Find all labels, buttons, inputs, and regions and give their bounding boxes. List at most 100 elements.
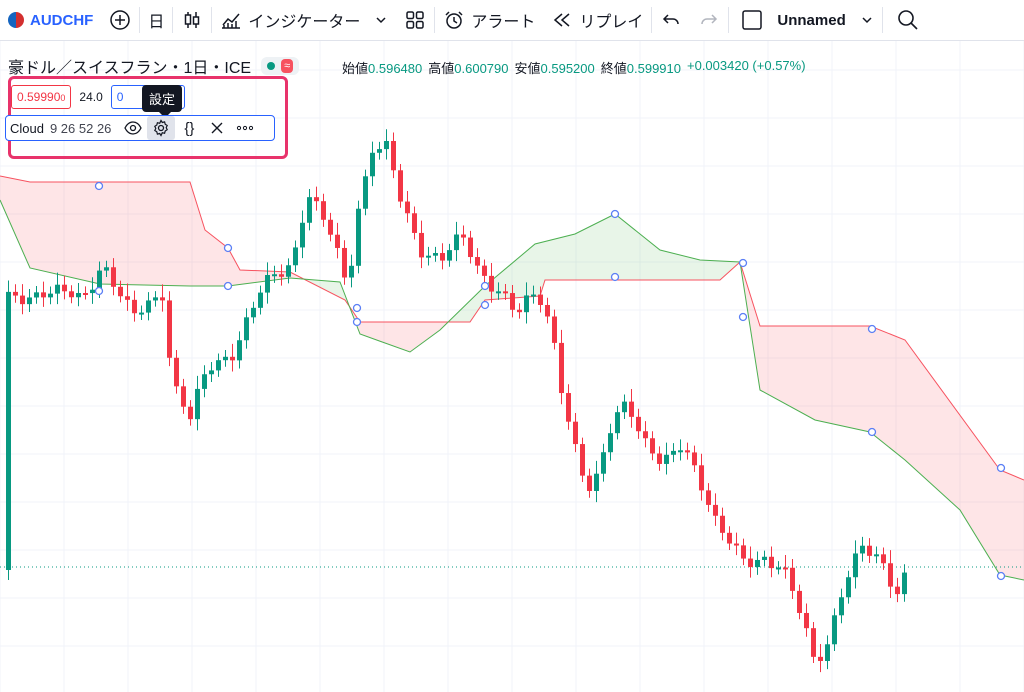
indicators-label: インジケーター <box>248 14 361 31</box>
candle-body <box>615 412 620 434</box>
legend-title[interactable]: 豪ドル／スイスフラン・1日・ICE <box>8 60 252 77</box>
flag-icon <box>8 12 24 28</box>
compare-add-button[interactable] <box>101 0 139 40</box>
candle-body <box>699 465 704 491</box>
cloud-marker <box>996 571 1006 581</box>
candle-body <box>97 270 102 290</box>
candle-body <box>223 356 228 361</box>
candle-body <box>643 431 648 439</box>
source-code-button[interactable]: {} <box>184 119 195 137</box>
candle-body <box>755 559 760 568</box>
sell-price: 0.59990 <box>17 90 61 104</box>
indicators-button[interactable]: インジケーター <box>212 0 396 40</box>
candle-body <box>475 257 480 266</box>
candle-body <box>139 312 144 315</box>
market-open-dot-icon <box>267 62 276 70</box>
candle-body <box>545 304 550 317</box>
candle-body <box>363 176 368 209</box>
candle-body <box>384 140 389 150</box>
search-button[interactable] <box>883 0 927 40</box>
candle-body <box>657 453 662 464</box>
candle-body <box>377 149 382 153</box>
candle-body <box>790 567 795 591</box>
candle-body <box>608 433 613 453</box>
candle-body <box>209 370 214 375</box>
candle-body <box>342 247 347 278</box>
candle-body <box>104 267 109 271</box>
templates-button[interactable] <box>396 0 434 40</box>
ohlc-values: 始値0.596480 高値0.600790 安値0.595200 終値0.599… <box>342 58 806 77</box>
candle-body <box>391 140 396 171</box>
divider <box>211 7 213 33</box>
candle-body <box>405 201 410 214</box>
interval-button[interactable]: 日 <box>148 14 165 31</box>
cloud-marker <box>223 281 233 291</box>
data-delay-badge: ≈ <box>281 59 294 73</box>
candle-body <box>83 292 88 295</box>
chevron-down-icon <box>862 17 872 24</box>
gear-icon <box>154 119 169 137</box>
candle-body <box>237 340 242 361</box>
cloud-marker <box>223 243 233 253</box>
candles <box>6 129 907 673</box>
candle-body <box>293 247 298 266</box>
change-value: +0.003420 (+0.57%) <box>687 58 806 73</box>
candle-body <box>482 265 487 276</box>
eye-icon <box>124 121 143 135</box>
replay-button[interactable]: リプレイ <box>543 0 651 40</box>
rewind-icon <box>554 13 570 27</box>
candle-body <box>265 274 270 293</box>
replay-label: リプレイ <box>579 14 644 31</box>
remove-button[interactable] <box>203 116 231 140</box>
candle-body <box>853 553 858 578</box>
candle-body <box>902 572 907 595</box>
visibility-toggle-button[interactable] <box>119 116 147 140</box>
indicator-legend-row[interactable]: Cloud 9 26 52 26 {} <box>5 115 275 141</box>
candle-body <box>748 558 753 568</box>
candle-body <box>818 656 823 662</box>
candle-body <box>685 450 690 453</box>
layout-button[interactable]: Unnamed <box>729 0 881 40</box>
redo-icon <box>701 14 718 25</box>
close-icon <box>211 122 223 134</box>
candle-body <box>181 386 186 407</box>
candle-body <box>286 265 291 277</box>
price-chart[interactable] <box>0 41 1024 692</box>
alert-button[interactable]: アラート <box>435 0 543 40</box>
cloud-marker <box>94 181 104 191</box>
settings-button[interactable] <box>147 116 176 140</box>
candle-body <box>202 374 207 389</box>
redo-button[interactable] <box>690 0 728 40</box>
candle-body <box>153 297 158 301</box>
candle-body <box>860 545 865 554</box>
candle-body <box>692 452 697 466</box>
candle-body <box>727 532 732 544</box>
candle-body <box>671 450 676 455</box>
candle-body <box>580 444 585 476</box>
candle-body <box>762 556 767 560</box>
market-status[interactable]: ≈ <box>261 57 300 75</box>
candle-body <box>6 291 11 570</box>
sell-button[interactable]: 0.599900 <box>11 85 72 109</box>
undo-button[interactable] <box>652 0 690 40</box>
legend-title-row: 豪ドル／スイスフラン・1日・ICE ≈ <box>8 54 300 78</box>
more-button[interactable] <box>231 116 259 140</box>
chart-type-button[interactable] <box>173 0 211 40</box>
cloud-marker <box>94 286 104 296</box>
candle-body <box>776 567 781 570</box>
cloud-span-b-line <box>0 199 1024 581</box>
grid-icon <box>406 11 425 29</box>
cloud-marker <box>867 324 877 334</box>
more-dots-icon <box>237 125 254 131</box>
undo-icon <box>663 14 680 25</box>
candle-body <box>454 234 459 251</box>
candle-body <box>846 577 851 598</box>
cloud-fill-green <box>304 214 740 322</box>
candle-body <box>811 628 816 657</box>
candle-body <box>279 274 284 277</box>
cloud-markers <box>94 181 1006 581</box>
symbol-search-button[interactable]: AUDCHF <box>0 0 101 40</box>
divider <box>651 7 653 33</box>
candles-icon <box>185 12 200 28</box>
candle-body <box>118 286 123 297</box>
